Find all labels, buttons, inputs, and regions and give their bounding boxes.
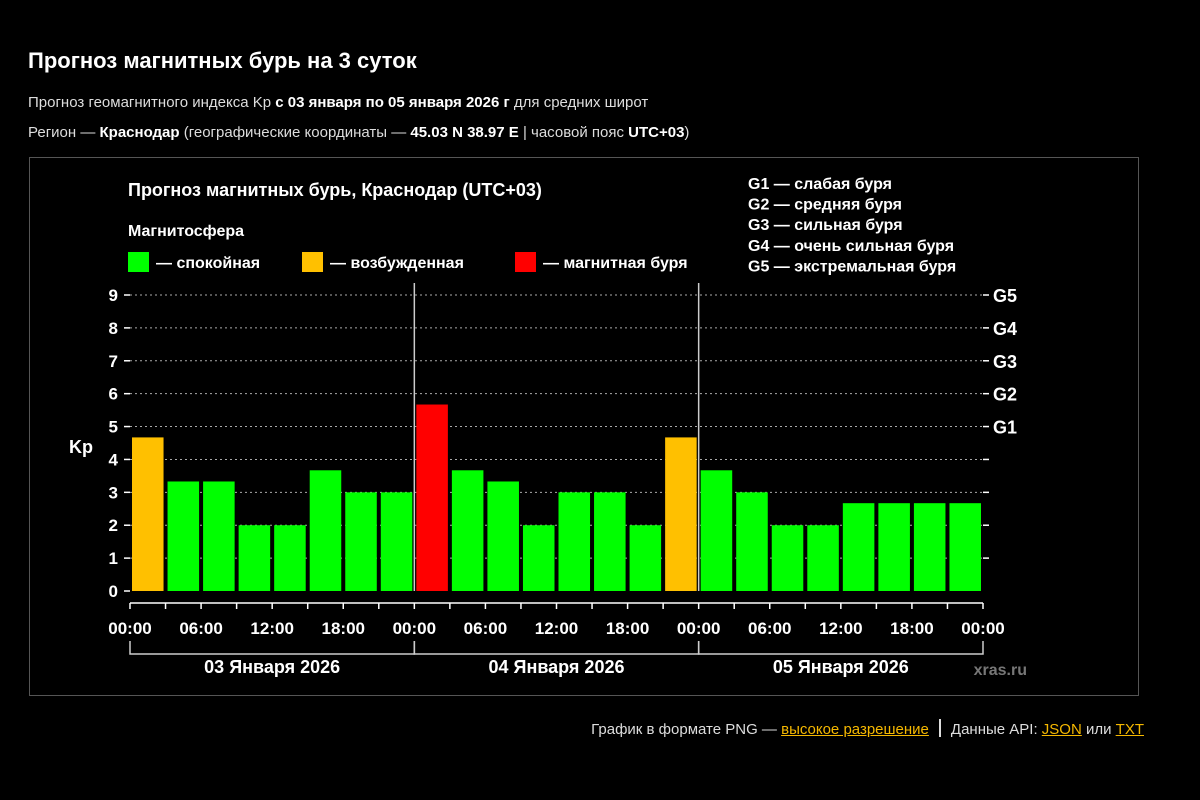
- kp-bar: [771, 525, 804, 591]
- region-city: Краснодар: [99, 124, 180, 141]
- g-level-label: G2: [993, 385, 1017, 405]
- legend-label: — спокойная: [156, 255, 260, 272]
- y-tick-label: 7: [109, 352, 118, 371]
- y-tick-label: 3: [109, 483, 118, 502]
- kp-bar: [700, 470, 733, 591]
- legend-label: — возбужденная: [330, 255, 464, 272]
- g-scale-item: G3 — сильная буря: [748, 217, 903, 234]
- day-label: 04 Января 2026: [489, 657, 625, 677]
- subtitle-text: Прогноз геомагнитного индекса Kp: [28, 94, 276, 111]
- y-tick-label: 1: [109, 549, 118, 568]
- day-bracket: [129, 641, 416, 655]
- region-timezone: UTC+03: [628, 124, 685, 141]
- chart-title: Прогноз магнитных бурь, Краснодар (UTC+0…: [128, 180, 542, 200]
- footer: График в формате PNG — высокое разрешени…: [591, 719, 1144, 738]
- kp-bar: [238, 525, 271, 591]
- g-scale-item: G5 — экстремальная буря: [748, 258, 956, 275]
- x-tick-label: 12:00: [819, 619, 862, 638]
- legend-title: Магнитосфера: [128, 223, 244, 240]
- footer-or: или: [1081, 721, 1116, 738]
- kp-bar: [842, 503, 875, 591]
- day-label: 03 Января 2026: [204, 657, 340, 677]
- day-bracket: [413, 641, 700, 655]
- legend-swatch: [515, 252, 536, 272]
- kp-bar: [594, 492, 626, 591]
- kp-bar: [629, 525, 662, 591]
- region-label: Регион —: [28, 124, 100, 141]
- footer-png-label: График в формате PNG —: [591, 721, 782, 738]
- chart-frame: [29, 157, 1139, 696]
- watermark: xras.ru: [974, 662, 1027, 679]
- kp-bar: [203, 481, 235, 591]
- timezone-label: | часовой пояс: [518, 124, 629, 141]
- coords-label: (географические координаты —: [179, 124, 411, 141]
- footer-api-label: Данные API:: [950, 721, 1042, 738]
- kp-bar: [878, 503, 910, 591]
- kp-bar: [807, 525, 839, 591]
- g-level-label: G1: [993, 418, 1017, 438]
- y-tick-label: 8: [109, 319, 118, 338]
- region-coords: 45.03 N 38.97 E: [410, 124, 519, 141]
- hires-link[interactable]: высокое разрешение: [781, 721, 929, 738]
- g-scale-item: G4 — очень сильная буря: [748, 238, 954, 255]
- kp-bar: [949, 503, 981, 591]
- kp-bar: [558, 492, 591, 591]
- x-tick-label: 18:00: [322, 619, 365, 638]
- x-tick-label: 00:00: [961, 619, 1004, 638]
- region-info: Регион — Краснодар (географические коорд…: [28, 124, 689, 141]
- subtitle-text-end: для средних широт: [509, 94, 649, 111]
- day-label: 05 Января 2026: [773, 657, 909, 677]
- x-tick-label: 06:00: [464, 619, 507, 638]
- txt-link[interactable]: TXT: [1115, 721, 1144, 738]
- kp-bar: [309, 470, 342, 591]
- json-link[interactable]: JSON: [1041, 721, 1082, 738]
- kp-forecast-chart: Прогноз магнитных бурь, Краснодар (UTC+0…: [69, 176, 1027, 679]
- y-tick-label: 4: [109, 450, 119, 469]
- footer-separator: [938, 719, 941, 737]
- x-tick-label: 06:00: [748, 619, 791, 638]
- y-tick-label: 6: [109, 385, 118, 404]
- date-range: с 03 января по 05 января 2026 г: [275, 94, 510, 111]
- g-level-label: G5: [993, 286, 1017, 306]
- x-tick-label: 18:00: [890, 619, 933, 638]
- page-title: Прогноз магнитных бурь на 3 суток: [28, 48, 417, 73]
- kp-bar: [380, 492, 413, 591]
- legend: — спокойная — возбужденная — магнитная бур…: [128, 252, 688, 272]
- y-axis-label: Kp: [69, 437, 93, 457]
- g-scale-item: G1 — слабая буря: [748, 176, 892, 193]
- y-tick-label: 0: [109, 582, 118, 601]
- kp-bar: [736, 492, 768, 591]
- y-tick-label: 9: [109, 286, 118, 305]
- kp-bar: [522, 525, 555, 591]
- kp-bar: [665, 437, 697, 591]
- plot-area: 0 1 2 3 4 5 6 7 8 9 G1 G2 G3 G4 G5 Kp 00:00 06:00 12:00 18:…: [69, 283, 1017, 677]
- x-tick-label: 18:00: [606, 619, 649, 638]
- kp-bar: [345, 492, 377, 591]
- g-level-label: G4: [993, 319, 1017, 339]
- legend-swatch: [302, 252, 323, 272]
- g-level-label: G3: [993, 352, 1017, 372]
- y-tick-label: 5: [109, 418, 118, 437]
- x-tick-label: 00:00: [677, 619, 720, 638]
- x-tick-label: 06:00: [179, 619, 222, 638]
- x-tick-label: 12:00: [535, 619, 578, 638]
- kp-bar: [913, 503, 946, 591]
- legend-swatch: [128, 252, 149, 272]
- g-scale-item: G2 — средняя буря: [748, 197, 902, 214]
- forecast-subtitle: Прогноз геомагнитного индекса Kp с 03 ян…: [28, 94, 648, 111]
- legend-label: — магнитная буря: [543, 255, 688, 272]
- kp-bar: [167, 481, 200, 591]
- g-scale-legend: G1 — слабая буря G2 — средняя буря G3 — си…: [748, 176, 956, 275]
- x-tick-label: 00:00: [108, 619, 151, 638]
- kp-bar: [274, 525, 306, 591]
- kp-bar: [132, 437, 164, 591]
- region-info-end: ): [684, 124, 690, 141]
- y-tick-label: 2: [109, 516, 118, 535]
- kp-bar: [451, 470, 484, 591]
- day-bracket: [697, 641, 984, 655]
- x-tick-label: 00:00: [393, 619, 436, 638]
- kp-bar: [487, 481, 519, 591]
- x-tick-label: 12:00: [250, 619, 293, 638]
- kp-bar: [416, 404, 448, 591]
